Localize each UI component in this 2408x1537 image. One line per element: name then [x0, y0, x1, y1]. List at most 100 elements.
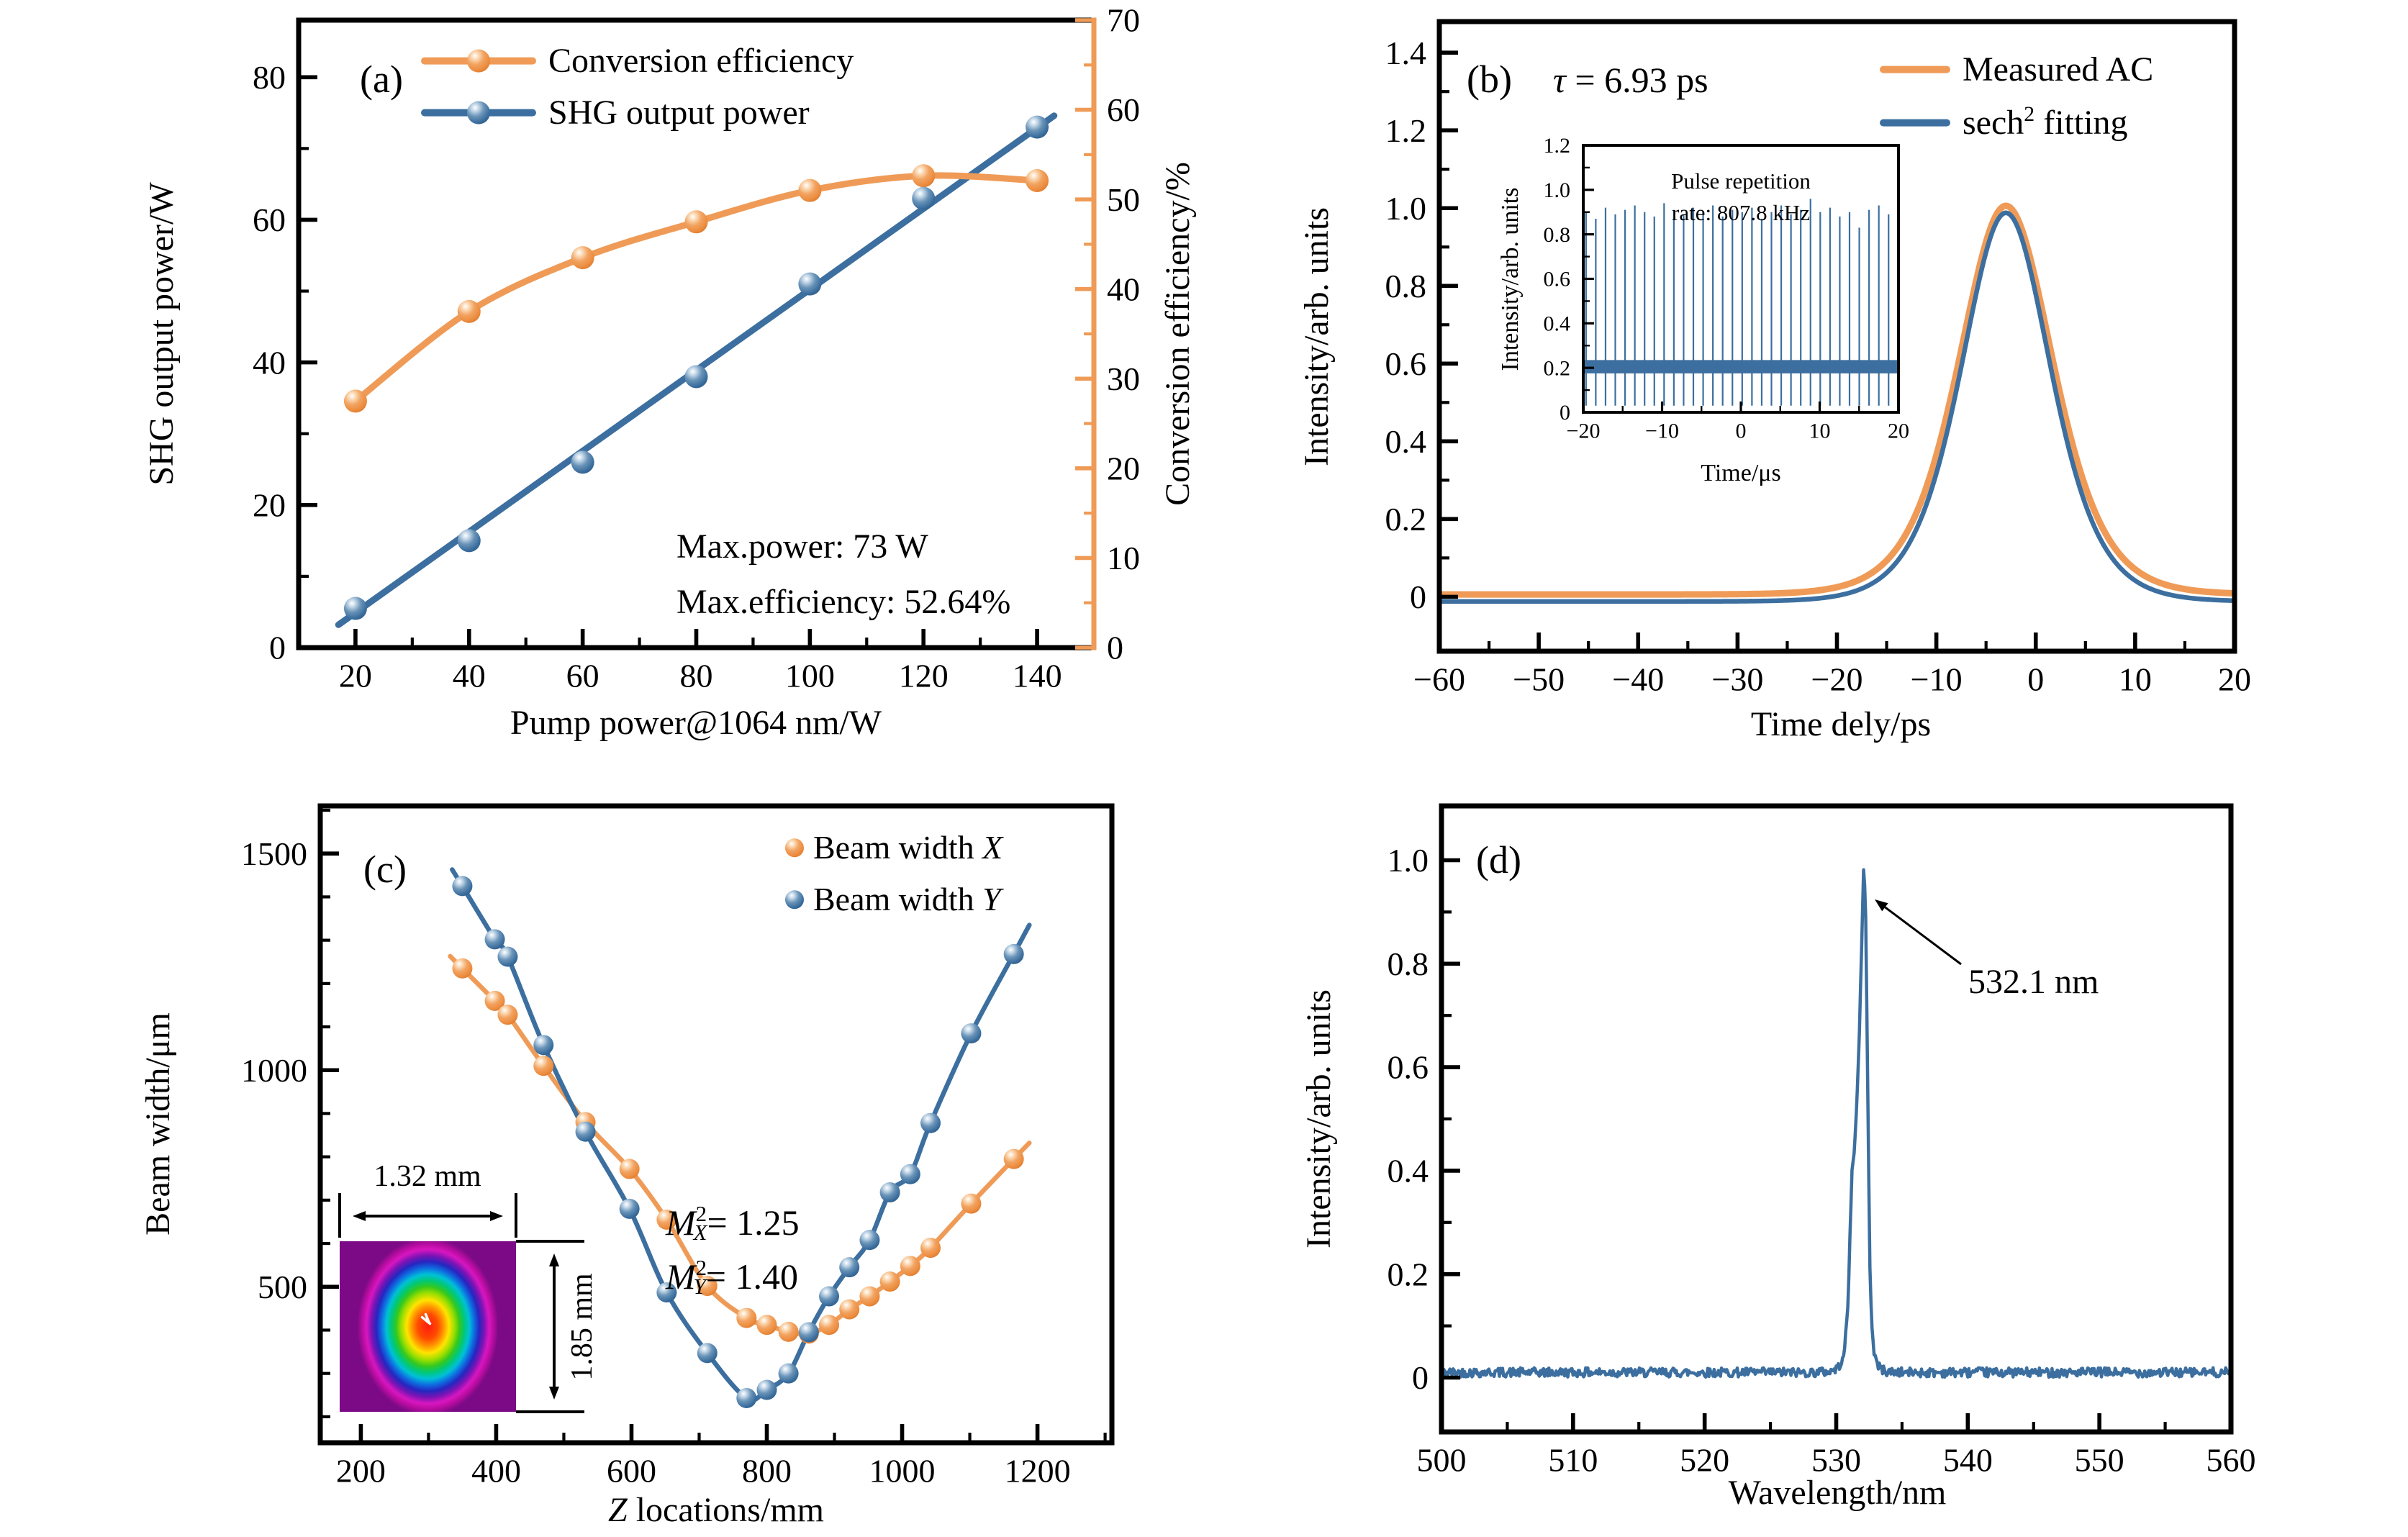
data-point-sphere [912, 186, 936, 210]
legend-entry-c-1: Beam width Y [785, 881, 1004, 917]
axes-d: 500 510 520 530 540 550 560 0 0.2 0.4 0.6 0.8 1.0 [1388, 842, 2256, 1478]
y-tick-label: 0 [1412, 1359, 1429, 1396]
annotation-text: 1.85 mm [566, 1273, 599, 1381]
data-point-sphere [575, 1121, 596, 1142]
y-tick-label: 0.6 [1385, 345, 1427, 382]
frame-c [317, 803, 1115, 1446]
data-point-sphere [533, 1056, 554, 1076]
x-tick-label: −20 [1567, 419, 1601, 443]
x-tick-label: 0 [2027, 661, 2044, 697]
x-tick-label: −40 [1612, 661, 1664, 697]
data-point-sphere [343, 597, 367, 620]
y-tick-label: 0.6 [1544, 268, 1571, 291]
x-tick-label: 550 [2075, 1441, 2124, 1478]
data-point-sphere [859, 1230, 880, 1251]
x-axis-label-c: Z locations/mm [608, 1491, 824, 1529]
legend-entry-b-0: Measured AC [1880, 50, 2153, 89]
y-tick-label: 20 [253, 486, 286, 523]
annotation-text: rate: 807.8 kHz [1672, 200, 1810, 225]
y-tick-label: 0 [1560, 401, 1570, 425]
panel-b-autocorrelation-chart: −60 −50 −40 −30 −20 −10 0 10 20 0 0.2 0.4 0.6 0.8 1.0 1… [1298, 19, 2252, 743]
data-point-sphere [961, 1193, 982, 1214]
y-tick-label: 80 [253, 59, 286, 96]
x-axis-label-a: Pump power@1064 nm/W [510, 704, 882, 742]
data-point-sphere [785, 890, 804, 910]
y2-tick-label: 40 [1107, 271, 1140, 307]
panel-d-spectrum-chart: 500 510 520 530 540 550 560 0 0.2 0.4 0.6 0.8 1.0 Wav… [1300, 803, 2256, 1512]
y-tick-label: 40 [253, 344, 286, 381]
y2-tick-label: 0 [1107, 630, 1123, 666]
legend-label: sech2 fitting [1963, 102, 2128, 142]
data-point-sphere [839, 1299, 860, 1320]
annotation-text: Pulse repetition [1671, 168, 1811, 194]
legend-label: Conversion efficiency [548, 42, 854, 80]
measured-ac-curve [1439, 202, 2235, 598]
data-point-sphere [839, 1257, 860, 1278]
data-point-sphere [452, 958, 473, 979]
data-point-sphere [452, 876, 473, 897]
x-tick-label: 100 [785, 657, 835, 694]
axes-a: 20 40 60 80 100 120 140 0 20 40 60 80 0 10 20 30 40 50 60 7… [253, 2, 1140, 694]
legend-entry-a-1: SHG output power [421, 94, 810, 132]
axes-b-inset: −20 −10 0 10 20 0 0.2 0.4 0.6 0.8 1.0 1.2 [1544, 134, 1910, 443]
data-point-sphere [457, 529, 481, 553]
x-tick-label: −30 [1711, 661, 1763, 697]
legend-label: Measured AC [1963, 50, 2153, 89]
axes-b: −60 −50 −40 −30 −20 −10 0 10 20 0 0.2 0.4 0.6 0.8 1.0 1… [1385, 35, 2252, 697]
data-point-sphere [859, 1286, 880, 1307]
y-tick-label: 0.4 [1388, 1153, 1429, 1189]
x-tick-label: 520 [1680, 1441, 1729, 1478]
data-point-sphere [798, 1322, 819, 1343]
data-point-sphere [819, 1286, 840, 1307]
x-tick-label: 140 [1013, 657, 1062, 694]
data-point-sphere [484, 990, 505, 1011]
panel-c-container: 200 400 600 800 1000 1200 500 1000 1500 Z locatio… [0, 768, 1204, 1537]
legend-label: SHG output power [548, 94, 810, 132]
y2-tick-label: 20 [1107, 450, 1140, 486]
data-point-sphere [798, 272, 822, 296]
data-point-sphere [879, 1271, 900, 1292]
x-tick-label: 200 [336, 1452, 386, 1489]
arrow-head [353, 1211, 366, 1221]
beam-profile-inset [340, 1241, 516, 1412]
y-tick-label: 1.0 [1385, 190, 1427, 227]
data-point-sphere [467, 101, 490, 124]
panel-d-container: 500 510 520 530 540 550 560 0 0.2 0.4 0.6 0.8 1.0 Wav… [1204, 768, 2408, 1537]
annotation-arrow [1884, 906, 1962, 966]
annotation-text: 532.1 nm [1968, 963, 2099, 1001]
y2-tick-label: 50 [1107, 181, 1140, 218]
x-tick-label: −10 [1645, 419, 1679, 443]
x-tick-label: 80 [680, 657, 713, 694]
annotation-text: M2 Y= 1.40 [665, 1255, 798, 1299]
y-tick-label: 1.2 [1385, 112, 1427, 149]
data-point-sphere [497, 1005, 518, 1025]
x-tick-label: 530 [1811, 1441, 1861, 1478]
x-tick-label: 20 [2218, 661, 2251, 697]
y-axis-label-d: Intensity/arb. units [1300, 989, 1338, 1248]
data-point-sphere [457, 299, 481, 323]
beam-center-mark [420, 1312, 432, 1325]
data-point-sphere [900, 1256, 920, 1277]
legend-entry-c-0: Beam width X [785, 829, 1004, 866]
y-tick-label: 0 [269, 630, 286, 666]
y-axis-label-b: Intensity/arb. units [1298, 207, 1336, 466]
y-tick-label: 0.8 [1385, 268, 1427, 304]
data-point-sphere [756, 1315, 777, 1336]
x-tick-label: −50 [1513, 661, 1565, 697]
annotation-text: M2 X= 1.25 [665, 1201, 800, 1245]
data-point-sphere [656, 1209, 677, 1230]
y-tick-label: 0.2 [1385, 501, 1427, 538]
x-tick-label: 560 [2206, 1441, 2256, 1478]
arrow-head [549, 1387, 559, 1400]
frame-d [1439, 803, 2234, 1435]
data-point-sphere [900, 1164, 920, 1184]
x-axis-label-b: Time dely/ps [1751, 705, 1931, 743]
panel-tag-d: (d) [1476, 838, 1521, 881]
panel-tag-c: (c) [363, 848, 407, 891]
data-point-sphere [533, 1035, 554, 1056]
data-point-sphere [467, 49, 490, 73]
y-tick-label: 500 [258, 1269, 307, 1305]
chart-d: 500 510 520 530 540 550 560 0 0.2 0.4 0.6 0.8 1.0 Wav… [1300, 803, 2256, 1512]
panel-c-beam-width-chart: 200 400 600 800 1000 1200 500 1000 1500 Z locatio… [139, 803, 1115, 1529]
data-point-sphere [912, 164, 936, 188]
